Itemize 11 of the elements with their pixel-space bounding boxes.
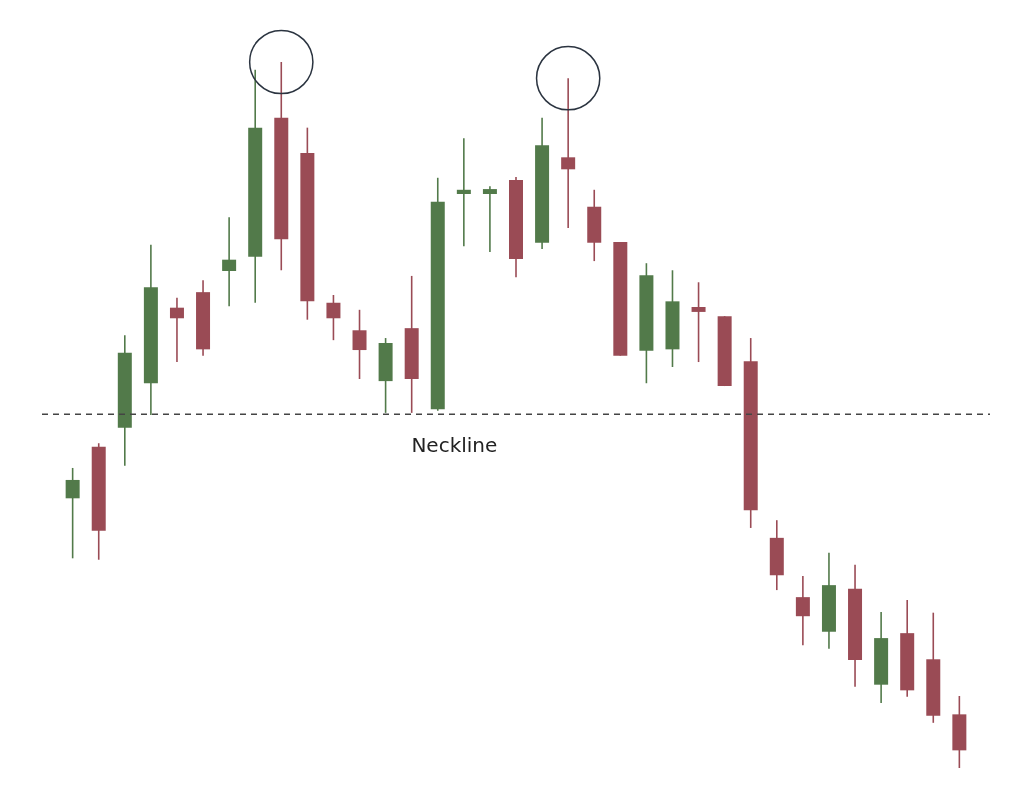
candlestick: [352, 309, 367, 380]
candlestick: [482, 185, 497, 253]
candlestick: [561, 77, 576, 229]
candlestick: [795, 575, 810, 646]
ref-line-label: Neckline: [411, 433, 498, 458]
candlestick: [222, 216, 237, 308]
candlestick: [169, 297, 184, 363]
candlestick: [691, 281, 706, 363]
candlestick: [456, 137, 471, 248]
candlestick: [65, 467, 80, 560]
candlestick: [326, 294, 341, 341]
